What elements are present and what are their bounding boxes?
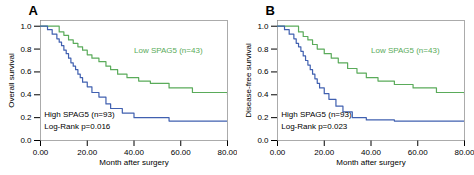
svg-text:Low SPAG5 (n=43): Low SPAG5 (n=43) bbox=[371, 46, 440, 55]
svg-text:Log-Rank p=0.016: Log-Rank p=0.016 bbox=[44, 122, 111, 131]
svg-text:20.00: 20.00 bbox=[77, 148, 98, 157]
svg-text:Overall survival: Overall survival bbox=[7, 53, 16, 108]
svg-text:Low SPAG5 (n=43): Low SPAG5 (n=43) bbox=[134, 46, 203, 55]
svg-text:40.00: 40.00 bbox=[361, 148, 382, 157]
svg-text:0.4: 0.4 bbox=[257, 90, 269, 99]
svg-text:80.00: 80.00 bbox=[454, 148, 474, 157]
svg-text:40.00: 40.00 bbox=[124, 148, 145, 157]
svg-text:0.2: 0.2 bbox=[20, 113, 32, 122]
svg-text:Disease-free survival: Disease-free survival bbox=[244, 43, 253, 118]
svg-text:0.4: 0.4 bbox=[20, 90, 32, 99]
svg-text:0.8: 0.8 bbox=[257, 45, 269, 54]
svg-text:High SPAG5 (n=93): High SPAG5 (n=93) bbox=[44, 110, 115, 119]
svg-text:0.00: 0.00 bbox=[33, 148, 49, 157]
svg-text:0.6: 0.6 bbox=[20, 67, 32, 76]
svg-text:High SPAG5 (n=93): High SPAG5 (n=93) bbox=[281, 110, 352, 119]
svg-text:A: A bbox=[29, 3, 39, 18]
svg-text:0.0: 0.0 bbox=[257, 136, 269, 145]
svg-text:B: B bbox=[266, 3, 275, 18]
svg-text:Month after surgery: Month after surgery bbox=[99, 158, 168, 167]
svg-text:Log-Rank p=0.023: Log-Rank p=0.023 bbox=[281, 122, 348, 131]
svg-text:80.00: 80.00 bbox=[217, 148, 237, 157]
svg-text:1.0: 1.0 bbox=[257, 22, 269, 31]
svg-text:Month after surgery: Month after surgery bbox=[336, 158, 405, 167]
svg-text:0.8: 0.8 bbox=[20, 45, 32, 54]
svg-text:0.00: 0.00 bbox=[270, 148, 286, 157]
svg-text:0.0: 0.0 bbox=[20, 136, 32, 145]
svg-text:60.00: 60.00 bbox=[171, 148, 192, 157]
svg-text:1.0: 1.0 bbox=[20, 22, 32, 31]
svg-text:0.2: 0.2 bbox=[257, 113, 269, 122]
svg-text:20.00: 20.00 bbox=[314, 148, 335, 157]
svg-text:0.6: 0.6 bbox=[257, 67, 269, 76]
svg-text:60.00: 60.00 bbox=[408, 148, 429, 157]
